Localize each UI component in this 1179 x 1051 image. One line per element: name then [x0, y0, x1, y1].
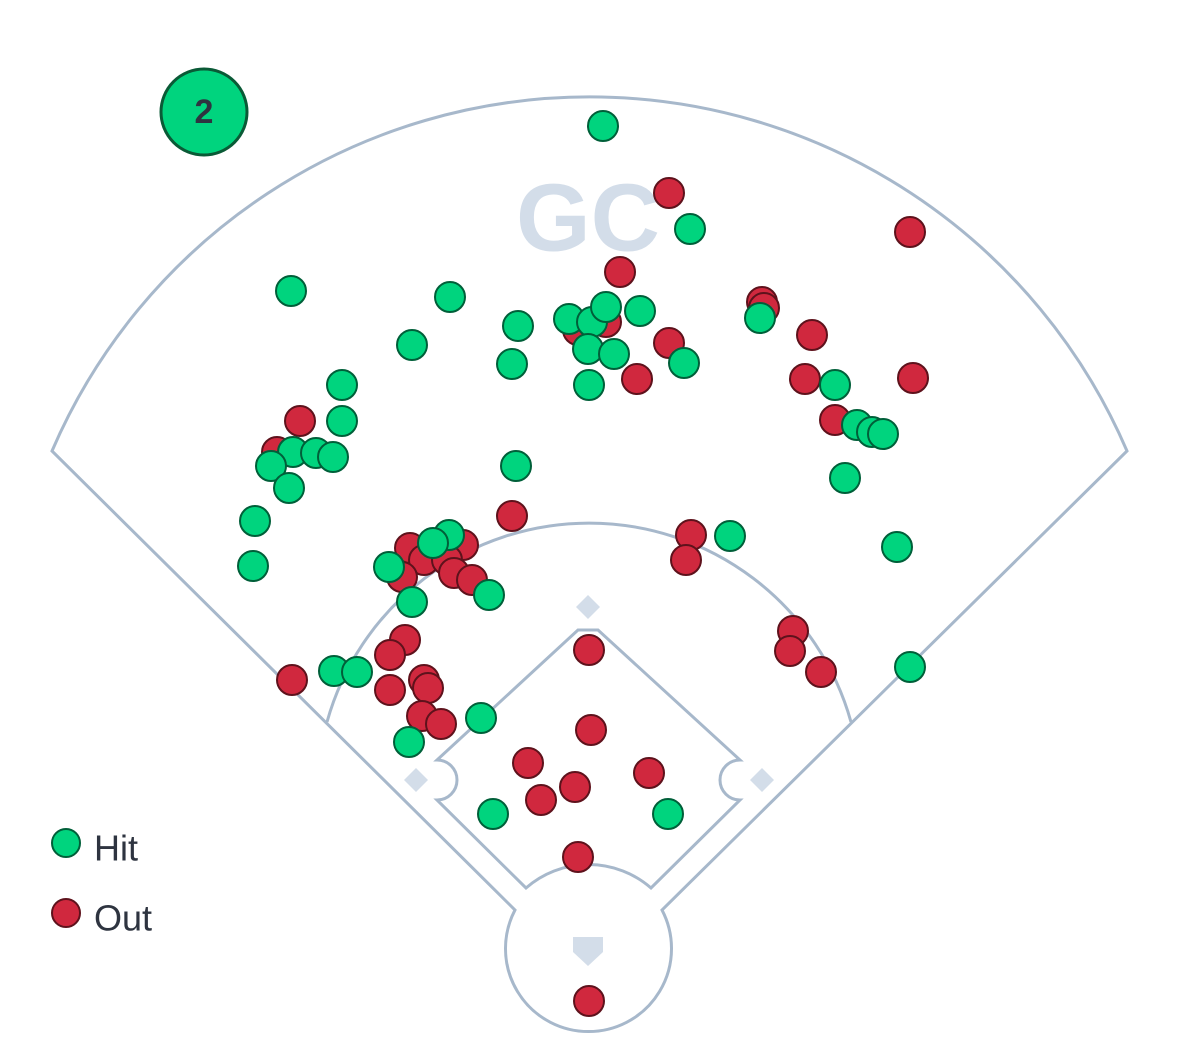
infield — [433, 628, 744, 891]
point — [598, 338, 630, 370]
point — [255, 450, 287, 482]
point — [465, 702, 497, 734]
point — [805, 656, 837, 688]
point — [326, 369, 358, 401]
points — [237, 110, 929, 1017]
point — [341, 656, 373, 688]
point — [590, 291, 622, 323]
home-plate — [573, 937, 603, 966]
point — [653, 177, 685, 209]
point — [575, 714, 607, 746]
point — [796, 319, 828, 351]
point — [573, 634, 605, 666]
field: GC — [50, 95, 1129, 1033]
point — [425, 708, 457, 740]
point — [573, 369, 605, 401]
point — [525, 784, 557, 816]
point — [674, 213, 706, 245]
point — [417, 527, 449, 559]
point — [621, 363, 653, 395]
point — [275, 275, 307, 307]
point — [744, 302, 776, 334]
point — [434, 281, 466, 313]
outfield — [50, 95, 1129, 1033]
point — [559, 771, 591, 803]
point — [496, 348, 528, 380]
point — [633, 757, 665, 789]
point — [473, 579, 505, 611]
point — [239, 505, 271, 537]
point — [237, 550, 269, 582]
legend-label: Hit — [94, 828, 138, 869]
point — [573, 985, 605, 1017]
bases — [404, 595, 774, 966]
point — [572, 333, 604, 365]
point — [894, 651, 926, 683]
legend-label: Out — [94, 898, 152, 939]
third-base — [404, 768, 428, 792]
watermark: GC — [516, 164, 660, 271]
point — [624, 295, 656, 327]
point — [496, 500, 528, 532]
point — [789, 363, 821, 395]
point — [273, 472, 305, 504]
point — [894, 216, 926, 248]
point — [881, 531, 913, 563]
point — [373, 551, 405, 583]
point — [562, 841, 594, 873]
point — [819, 369, 851, 401]
point — [512, 747, 544, 779]
badge-label: 2 — [195, 93, 214, 131]
point — [604, 256, 636, 288]
point — [774, 635, 806, 667]
point — [374, 674, 406, 706]
point — [326, 405, 358, 437]
point — [396, 586, 428, 618]
badge — [159, 67, 249, 157]
point — [829, 462, 861, 494]
legend-swatch — [51, 898, 81, 928]
point — [502, 310, 534, 342]
point — [276, 664, 308, 696]
point — [396, 329, 428, 361]
point — [393, 726, 425, 758]
point — [652, 798, 684, 830]
point — [670, 544, 702, 576]
legend-swatch — [51, 828, 81, 858]
point — [587, 110, 619, 142]
point — [412, 672, 444, 704]
point — [477, 798, 509, 830]
point — [668, 347, 700, 379]
point — [867, 418, 899, 450]
point — [284, 405, 316, 437]
point — [374, 639, 406, 671]
point — [317, 441, 349, 473]
point — [500, 450, 532, 482]
first-base — [750, 768, 774, 792]
point — [897, 362, 929, 394]
legend: Hit Out — [51, 828, 152, 939]
second-base — [576, 595, 600, 619]
point — [714, 520, 746, 552]
